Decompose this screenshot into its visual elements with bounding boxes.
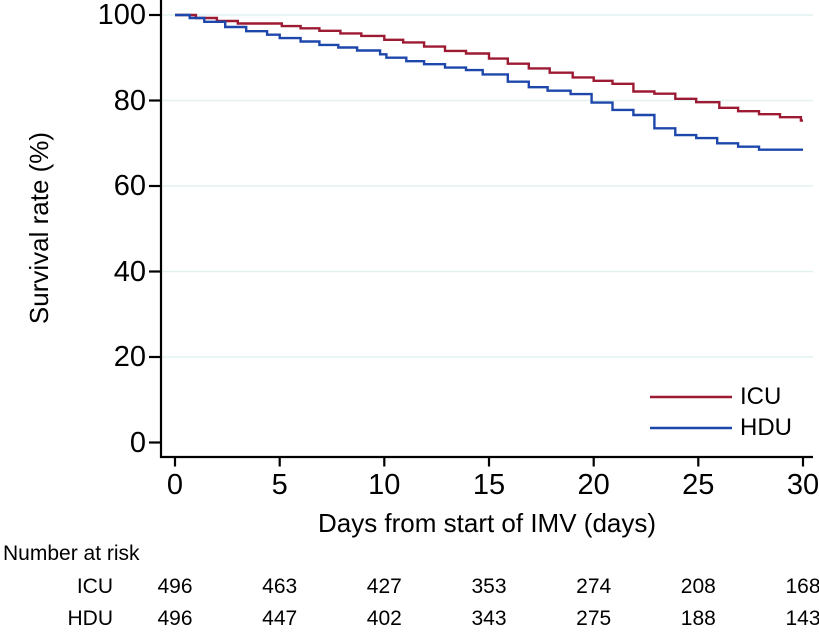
risk-row-label-icu: ICU xyxy=(76,575,113,598)
legend-label-icu: ICU xyxy=(740,383,782,410)
curve-hdu xyxy=(175,13,803,151)
y-tick-label-40: 40 xyxy=(113,255,146,288)
x-tick-label-15: 15 xyxy=(472,469,506,501)
risk-cell: 168 xyxy=(785,575,819,598)
risk-cell: 353 xyxy=(471,575,507,598)
x-tick-label-0: 0 xyxy=(166,469,184,501)
risk-cell: 275 xyxy=(576,607,612,630)
curve-icu xyxy=(175,13,803,122)
legend-label-hdu: HDU xyxy=(740,414,792,441)
risk-cell: 496 xyxy=(157,575,193,598)
y-tick-label-0: 0 xyxy=(129,426,146,459)
x-tick-label-25: 25 xyxy=(682,469,715,501)
risk-cell: 343 xyxy=(471,607,507,630)
y-axis-title: Survival rate (%) xyxy=(24,131,54,325)
y-tick-label-100: 100 xyxy=(97,0,146,31)
risk-cell: 496 xyxy=(157,607,193,630)
risk-cell: 208 xyxy=(680,575,716,598)
risk-cell: 427 xyxy=(366,575,402,598)
risk-cell: 447 xyxy=(262,607,298,630)
risk-cell: 274 xyxy=(576,575,612,598)
x-tick-label-5: 5 xyxy=(271,469,288,501)
y-tick-label-20: 20 xyxy=(113,341,146,373)
x-tick-label-30: 30 xyxy=(786,469,819,501)
x-tick-label-10: 10 xyxy=(368,469,401,501)
risk-cell: 143 xyxy=(785,607,819,630)
risk-cell: 463 xyxy=(262,575,298,598)
y-tick-label-60: 60 xyxy=(113,170,146,202)
risk-table-header: Number at risk xyxy=(3,542,140,565)
x-axis-title: Days from start of IMV (days) xyxy=(317,508,657,538)
x-tick-label-20: 20 xyxy=(577,469,610,501)
y-tick-label-80: 80 xyxy=(113,84,146,117)
risk-cell: 188 xyxy=(680,607,716,630)
risk-cell: 402 xyxy=(366,607,402,630)
risk-row-label-hdu: HDU xyxy=(67,607,114,630)
